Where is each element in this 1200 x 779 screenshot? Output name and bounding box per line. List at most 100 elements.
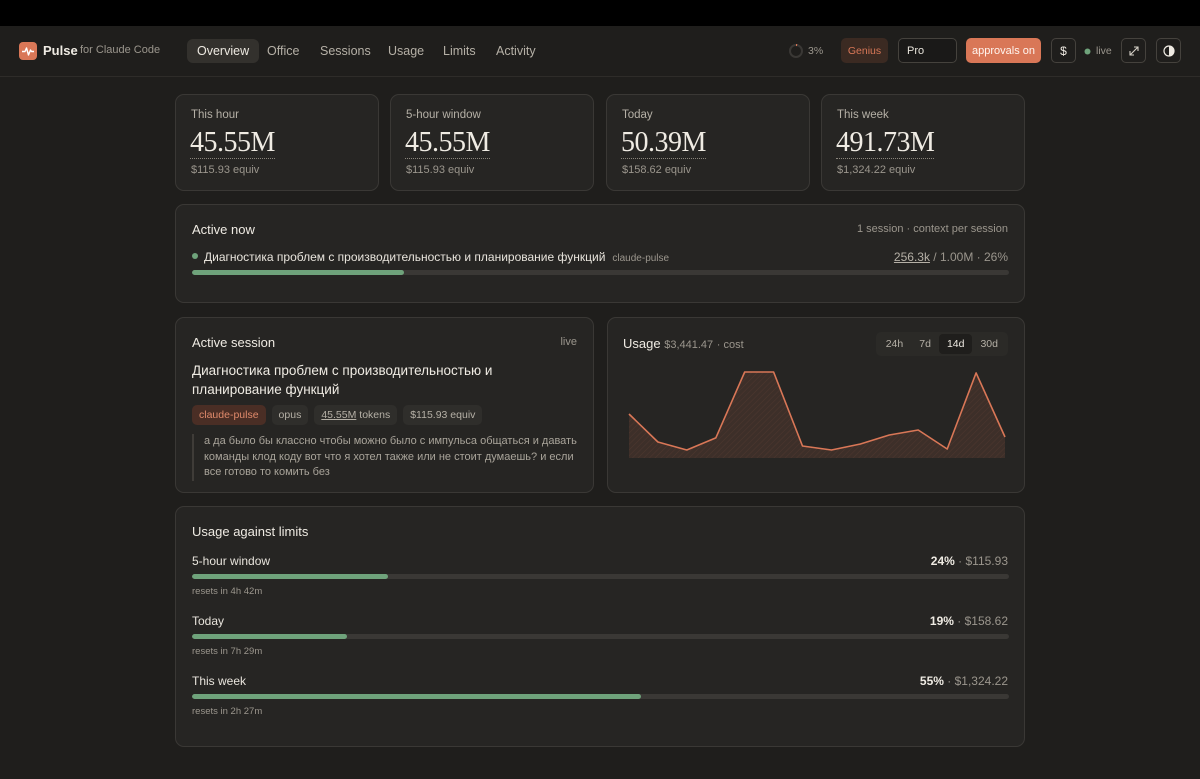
stat-value: 45.55M xyxy=(405,127,490,159)
plan-select[interactable]: Pro xyxy=(898,38,957,63)
limit-label: This week xyxy=(192,674,247,688)
stat-card: This week 491.73M $1,324.22 equiv xyxy=(821,94,1025,191)
limit-value: 24% · $115.93 xyxy=(931,554,1008,568)
range-button[interactable]: 14d xyxy=(938,334,973,354)
usage-heading: Usage $3,441.47 · cost xyxy=(623,336,744,351)
nav-tab[interactable]: Activity xyxy=(496,44,536,58)
stat-sub: $158.62 equiv xyxy=(622,164,692,176)
limit-track xyxy=(192,574,1009,579)
stat-card: This hour 45.55M $115.93 equiv xyxy=(175,94,379,191)
limit-resets: resets in 7h 29m xyxy=(192,646,263,657)
live-dot xyxy=(1084,48,1091,55)
stat-label: 5-hour window xyxy=(406,109,481,121)
load-ring-track xyxy=(789,44,803,58)
stat-value: 50.39M xyxy=(621,127,706,159)
stat-card: 5-hour window 45.55M $115.93 equiv xyxy=(390,94,594,191)
usage-line xyxy=(628,371,1006,451)
context-track xyxy=(192,270,1009,275)
session-message: а да было бы классно чтобы можно было с … xyxy=(192,434,579,481)
model-tag: opus xyxy=(271,405,309,425)
currency-button[interactable]: $ xyxy=(1051,38,1076,63)
project-tag: claude-pulse xyxy=(192,405,266,425)
nav-tab[interactable]: Sessions xyxy=(320,44,371,58)
card-title: Active now xyxy=(192,222,255,237)
limit-percent: 55% xyxy=(919,674,944,688)
session-status: live xyxy=(560,336,577,348)
stat-card: Today 50.39M $158.62 equiv xyxy=(606,94,810,191)
limit-track xyxy=(192,694,1009,699)
limit-label: 5-hour window xyxy=(192,554,271,568)
theme-icon xyxy=(1162,44,1175,57)
session-name: Диагностика проблем с производительность… xyxy=(204,250,606,264)
stat-sub: $115.93 equiv xyxy=(406,164,475,176)
limit-value: 55% · $1,324.22 xyxy=(920,674,1008,688)
usage-chart xyxy=(628,371,1006,458)
window-top-bar xyxy=(0,0,1200,26)
limit-track xyxy=(192,634,1009,639)
limit-label: Today xyxy=(192,614,225,628)
card-title: Usage against limits xyxy=(192,524,309,539)
nav-tab[interactable]: Limits xyxy=(443,44,476,58)
live-label: live xyxy=(1096,45,1112,57)
plan-badge[interactable]: Genius xyxy=(841,38,888,63)
load-label: 3% xyxy=(808,45,824,57)
limit-detail: · $115.93 xyxy=(958,554,1008,568)
limit-resets: resets in 4h 42m xyxy=(192,586,263,597)
active-session-card: Active session live Диагностика проблем … xyxy=(175,317,594,493)
limit-detail: · $158.62 xyxy=(957,614,1008,628)
limit-fill xyxy=(192,634,348,639)
stat-sub: $115.93 equiv xyxy=(191,164,260,176)
range-selector: 24h 7d 14d 30d xyxy=(875,332,1008,356)
stat-label: Today xyxy=(622,109,653,121)
context-detail: / 1.00M · 26% xyxy=(933,250,1008,264)
logo-icon xyxy=(19,42,37,60)
tokens-value: 45.55M xyxy=(321,409,357,421)
usage-area xyxy=(629,372,1005,458)
session-context: 256.3k / 1.00M · 26% xyxy=(894,250,1008,264)
limit-percent: 19% xyxy=(929,614,954,628)
stat-label: This week xyxy=(837,109,889,121)
tokens-unit: tokens xyxy=(359,409,391,421)
stat-sub: $1,324.22 equiv xyxy=(837,164,916,176)
nav-tab[interactable]: Overview xyxy=(187,39,260,63)
active-now-card: Active now 1 session · context per sessi… xyxy=(175,204,1025,303)
limit-fill xyxy=(192,574,389,579)
brand: Pulse xyxy=(43,43,78,58)
card-title: Active session xyxy=(192,335,276,350)
header: Pulse for Claude Code Overview Office Sess… xyxy=(0,26,1200,77)
load-ring xyxy=(789,44,803,58)
usage-total-sub: · cost xyxy=(716,339,744,351)
session-name: Диагностика проблем с производительность… xyxy=(192,363,493,397)
status-dot xyxy=(192,253,198,259)
range-button[interactable]: 7d xyxy=(919,338,931,350)
context-fill xyxy=(192,270,405,275)
stat-value: 491.73M xyxy=(836,127,935,159)
card-title: Usage xyxy=(623,336,661,351)
session-row: Диагностика проблем с производительность… xyxy=(204,250,669,264)
stat-value: 45.55M xyxy=(190,127,275,159)
expand-icon xyxy=(1128,45,1139,56)
stat-label: This hour xyxy=(191,109,239,121)
session-project: claude-pulse xyxy=(612,253,670,264)
card-meta: 1 session · context per session xyxy=(856,223,1008,235)
approvals-button[interactable]: approvals on xyxy=(966,38,1041,63)
nav-tab[interactable]: Office xyxy=(267,44,300,58)
context-used: 256.3k xyxy=(893,250,930,264)
tokens-tag: 45.55M tokens xyxy=(314,405,398,425)
usage-total: $3,441.47 xyxy=(664,339,714,351)
limits-card: Usage against limits 5-hour window 24% · … xyxy=(175,506,1025,747)
theme-button[interactable] xyxy=(1156,38,1181,63)
expand-button[interactable] xyxy=(1121,38,1146,63)
limit-fill xyxy=(192,694,642,699)
range-button[interactable]: 30d xyxy=(980,338,998,350)
brand-sub: for Claude Code xyxy=(80,44,161,56)
usage-card: Usage $3,441.47 · cost 24h 7d 14d 30d xyxy=(607,317,1025,493)
nav-tab[interactable]: Usage xyxy=(388,44,425,58)
limit-resets: resets in 2h 27m xyxy=(192,706,263,717)
session-tags: claude-pulse opus 45.55M tokens $115.93 equ… xyxy=(192,405,488,425)
cost-tag: $115.93 equiv xyxy=(403,405,483,425)
range-button[interactable]: 24h xyxy=(885,338,904,350)
limit-value: 19% · $158.62 xyxy=(930,614,1008,628)
